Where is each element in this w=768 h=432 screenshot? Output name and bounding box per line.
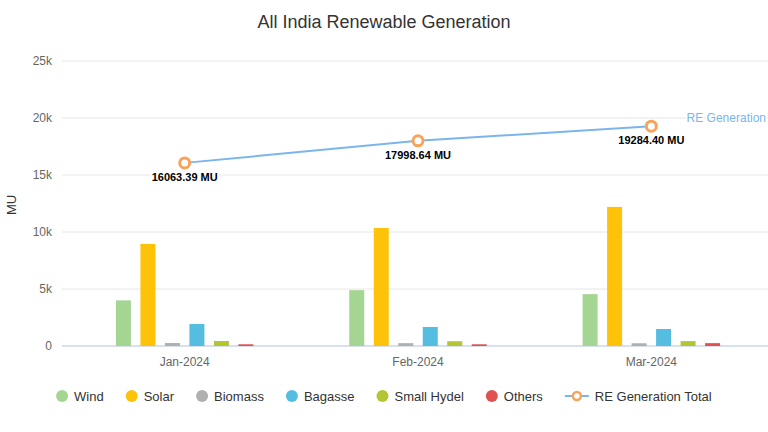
bar — [374, 228, 389, 346]
legend-symbol — [126, 390, 138, 402]
y-tick-label: 25k — [33, 54, 53, 68]
bar — [238, 344, 253, 346]
legend-label: Bagasse — [304, 389, 355, 404]
y-tick-label: 20k — [33, 111, 53, 125]
legend-label: RE Generation Total — [595, 389, 712, 404]
legend: Wind Solar Biomass Bagasse Small Hydel Others… — [56, 389, 712, 404]
bar — [583, 294, 598, 346]
legend-symbol — [286, 390, 298, 402]
legend-item: Solar — [126, 389, 175, 404]
line — [185, 126, 652, 163]
grid-line — [62, 289, 768, 290]
legend-symbol — [486, 390, 498, 402]
x-tick-label: Jan-2024 — [160, 355, 210, 369]
data-labels: 16063.39 MU 17998.64 MU 19284.40 MURE Gene… — [152, 111, 766, 183]
data-label: 19284.40 MU — [618, 134, 684, 146]
bar — [140, 244, 155, 346]
line-marker — [413, 136, 423, 146]
bar — [681, 341, 696, 346]
legend-symbol — [56, 390, 68, 402]
bar — [189, 324, 204, 346]
y-tick-label: 10k — [33, 225, 53, 239]
grid-line — [62, 61, 768, 62]
legend-label: Wind — [74, 389, 104, 404]
y-tick-label: 5k — [39, 282, 53, 296]
legend-label: Solar — [144, 389, 175, 404]
x-tick-label: Mar-2024 — [626, 355, 678, 369]
bar — [398, 343, 413, 346]
legend-symbol — [573, 392, 581, 400]
y-tick-label: 0 — [45, 339, 52, 353]
bar — [116, 300, 131, 346]
legend-item: RE Generation Total — [565, 389, 712, 404]
marks — [116, 121, 720, 346]
data-label: 17998.64 MU — [385, 149, 451, 161]
data-label: 16063.39 MU — [152, 171, 218, 183]
bar — [349, 290, 364, 346]
legend-item: Biomass — [196, 389, 264, 404]
legend-label: Biomass — [214, 389, 264, 404]
legend-item: Small Hydel — [376, 389, 463, 404]
bar — [214, 341, 229, 346]
y-grid: 0 5k 10k 15k 20k 25k — [33, 54, 768, 353]
line-marker — [180, 158, 190, 168]
chart-svg: All India Renewable Generation MU 0 5k 10k 15… — [0, 0, 768, 432]
chart-container: All India Renewable Generation MU 0 5k 10k 15… — [0, 0, 768, 432]
bar — [607, 207, 622, 346]
legend-item: Others — [486, 389, 544, 404]
legend-symbol — [376, 390, 388, 402]
bar — [632, 343, 647, 346]
annotation: RE Generation — [687, 111, 766, 125]
grid-line — [62, 118, 768, 119]
legend-label: Others — [504, 389, 544, 404]
y-axis-label: MU — [4, 195, 19, 215]
bar — [472, 344, 487, 346]
y-tick-label: 15k — [33, 168, 53, 182]
legend-item: Wind — [56, 389, 104, 404]
bar — [447, 341, 462, 346]
legend-label: Small Hydel — [394, 389, 463, 404]
bar — [423, 327, 438, 346]
bar — [705, 343, 720, 346]
line-marker — [646, 121, 656, 131]
x-tick-label: Feb-2024 — [392, 355, 444, 369]
grid-line — [62, 232, 768, 233]
legend-item: Bagasse — [286, 389, 355, 404]
legend-symbol — [196, 390, 208, 402]
chart-title: All India Renewable Generation — [257, 12, 510, 32]
bar — [656, 329, 671, 346]
bar — [165, 343, 180, 346]
